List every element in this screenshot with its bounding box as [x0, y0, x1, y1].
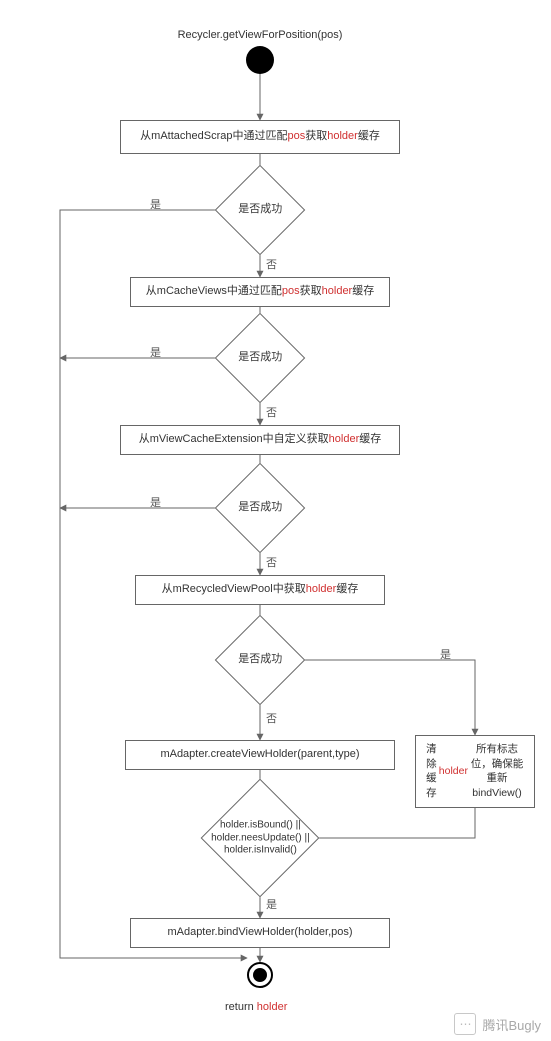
edge-label: 是: [150, 196, 161, 212]
title-text: Recycler.getViewForPosition(pos): [150, 28, 370, 43]
edge-label: 是: [150, 344, 161, 360]
step-cache-views: 从mCacheViews中通过匹配 pos 获取 holder 缓存: [130, 277, 390, 307]
decision-5: holder.isBound() ||holder.neesUpdate() |…: [218, 796, 302, 880]
decision-3: 是否成功: [228, 476, 292, 540]
decision-2-label: 是否成功: [238, 350, 282, 365]
edge-label: 是: [150, 494, 161, 510]
step-clear-flags: 清除缓存holder所有标志位，确保能重新bindView(): [415, 735, 535, 808]
end-node-inner: [253, 968, 267, 982]
watermark-icon: ⋯: [454, 1013, 476, 1035]
decision-4-label: 是否成功: [238, 652, 282, 667]
step-recycled-pool: 从mRecycledViewPool中获取 holder 缓存: [135, 575, 385, 605]
watermark: ⋯ 腾讯Bugly: [454, 1013, 541, 1035]
edge-label: 否: [266, 710, 277, 726]
decision-2: 是否成功: [228, 326, 292, 390]
edge-label: 否: [266, 256, 277, 272]
step-attached-scrap: 从mAttachedScrap中通过匹配 pos 获取 holder 缓存: [120, 120, 400, 154]
decision-5-label: holder.isBound() ||holder.neesUpdate() |…: [211, 819, 310, 857]
edge-label: 否: [266, 554, 277, 570]
watermark-text: 腾讯Bugly: [482, 1015, 541, 1034]
end-node: [247, 962, 273, 988]
edge-label: 否: [266, 404, 277, 420]
decision-1: 是否成功: [228, 178, 292, 242]
step-bind-viewholder: mAdapter.bindViewHolder(holder,pos): [130, 918, 390, 948]
flowchart-canvas: Recycler.getViewForPosition(pos) 从mAttac…: [0, 0, 551, 1041]
step-create-viewholder: mAdapter.createViewHolder(parent,type): [125, 740, 395, 770]
decision-4: 是否成功: [228, 628, 292, 692]
edge-label: 是: [440, 646, 451, 662]
start-node: [246, 46, 274, 74]
edge-label: 是: [266, 896, 277, 912]
step-view-cache-extension: 从mViewCacheExtension中自定义获取holder缓存: [120, 425, 400, 455]
decision-1-label: 是否成功: [238, 202, 282, 217]
decision-3-label: 是否成功: [238, 500, 282, 515]
return-text: return holder: [225, 1000, 287, 1015]
